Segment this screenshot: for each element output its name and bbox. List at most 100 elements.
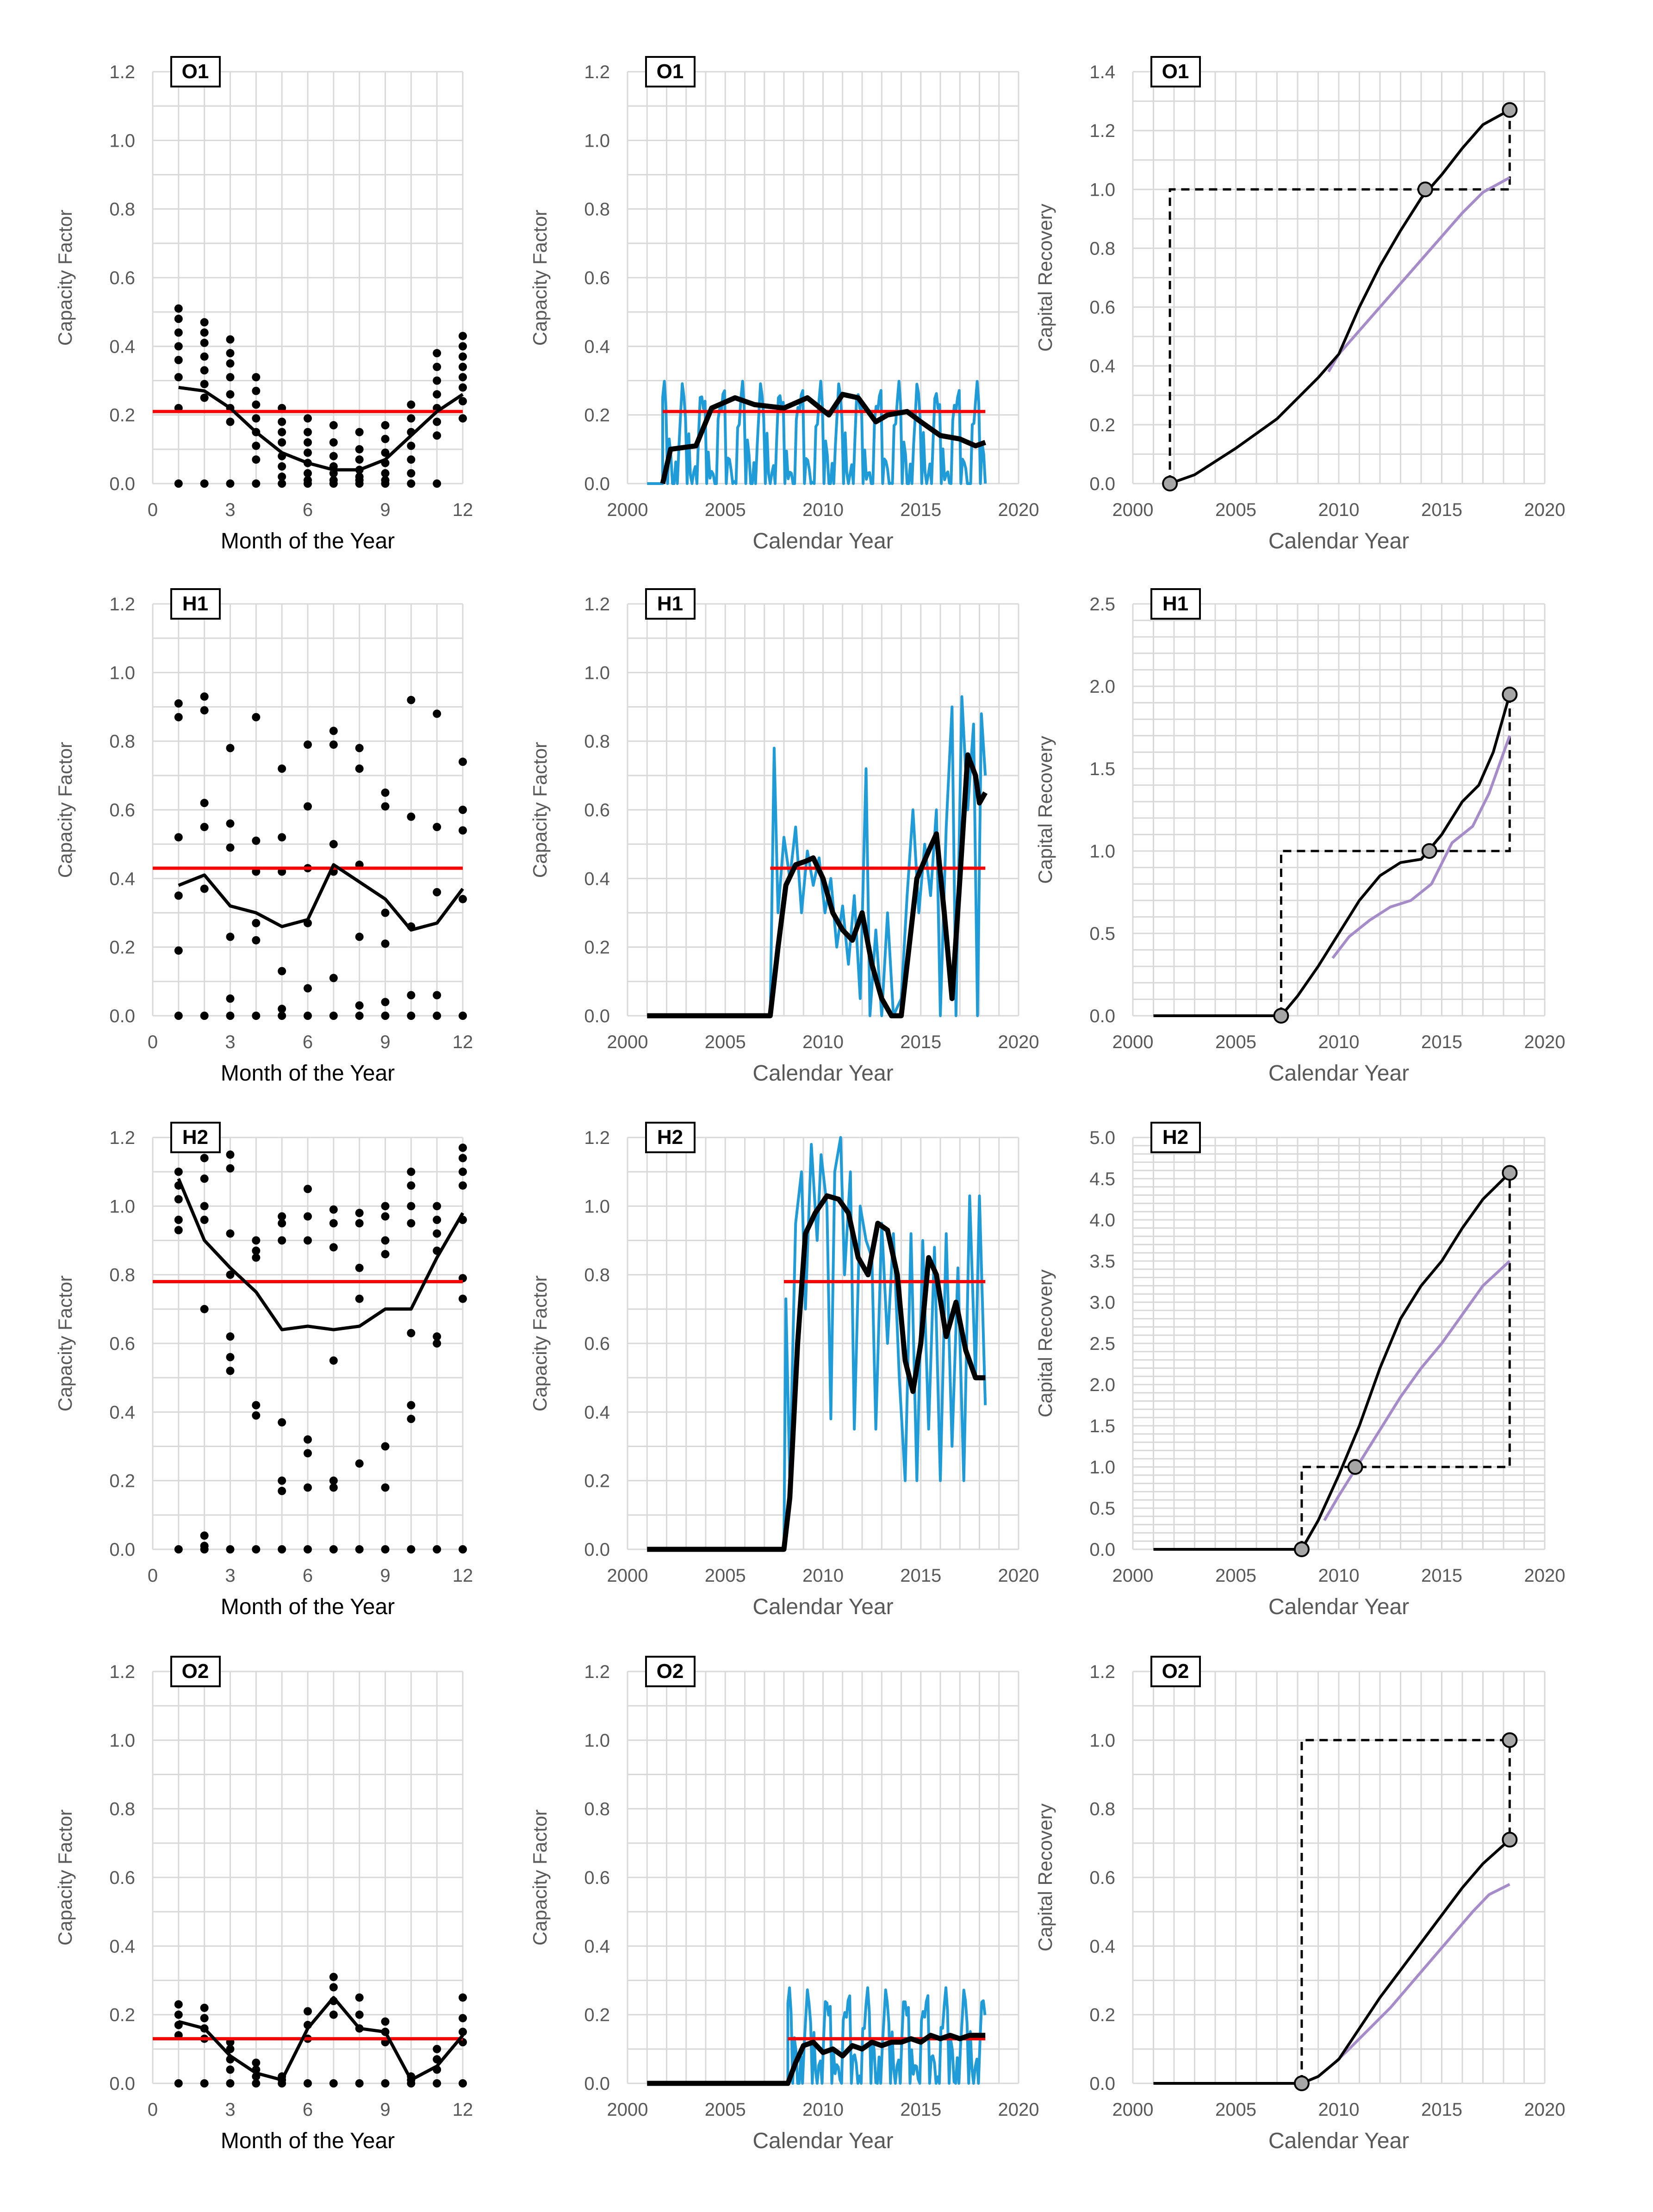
- scatter-point: [329, 740, 338, 749]
- monthly-mean-line: [177, 1178, 465, 1331]
- scatter-point: [304, 1449, 312, 1458]
- scatter-point: [433, 349, 441, 358]
- x-tick-label: 2000: [607, 1032, 648, 1052]
- scatter-point: [329, 2079, 338, 2088]
- scatter-point: [329, 1973, 338, 1982]
- title-frame: [170, 56, 221, 87]
- scatter-point: [174, 946, 183, 955]
- title-frame: [645, 56, 696, 87]
- gridlines: [1132, 1671, 1546, 2084]
- y-tick-label: 1.2: [584, 594, 610, 615]
- x-tick-label: 2010: [1318, 1566, 1360, 1586]
- payback-dashed-line: [1168, 110, 1511, 484]
- scatter-point: [433, 1229, 441, 1238]
- scatter-point: [278, 2079, 286, 2088]
- x-tick-label: 2010: [802, 500, 844, 520]
- scatter-point: [407, 812, 416, 821]
- rolling-average-line: [660, 391, 987, 485]
- scatter-point: [433, 390, 441, 399]
- scatter-point: [433, 1339, 441, 1348]
- y-tick-label: 0.2: [1089, 2005, 1115, 2026]
- scatter-point: [355, 2079, 364, 2088]
- scatter-point: [226, 349, 235, 358]
- y-tick-label: 0.0: [1089, 2074, 1115, 2094]
- scatter-point: [433, 1202, 441, 1211]
- scatter-point: [433, 376, 441, 385]
- scatter-point: [252, 2058, 261, 2067]
- y-axis-label: Capacity Factor: [54, 1275, 76, 1411]
- title-frame: [170, 588, 221, 620]
- x-tick-label: 2020: [1524, 1032, 1566, 1052]
- scatter-point: [200, 823, 209, 832]
- scatter-point: [252, 1401, 261, 1410]
- y-tick-label: 1.2: [109, 62, 135, 82]
- scatter-point: [407, 696, 416, 704]
- scatter-point: [200, 2079, 209, 2088]
- y-tick-label: 0.0: [584, 1540, 610, 1560]
- y-tick-label: 0.6: [584, 1334, 610, 1354]
- scatter-point: [174, 373, 183, 382]
- y-tick-label: 0.8: [584, 732, 610, 752]
- y-tick-label: 2.5: [1089, 1334, 1115, 1354]
- scatter-point: [459, 1143, 467, 1152]
- scatter-point: [304, 984, 312, 993]
- scatter-point: [433, 1216, 441, 1224]
- scatter-point: [459, 2027, 467, 2036]
- scatter-point: [226, 994, 235, 1003]
- y-tick-label: 0.2: [1089, 415, 1115, 435]
- scatter-point: [200, 1012, 209, 1020]
- scatter-point: [278, 1219, 286, 1228]
- scatter-point: [304, 1212, 312, 1221]
- scatter-point: [278, 1005, 286, 1013]
- y-axis-label: Capital Recovery: [1034, 204, 1056, 352]
- panel-title-box: O1: [645, 56, 696, 87]
- scatter-point: [329, 479, 338, 488]
- scatter-point: [355, 1012, 364, 1020]
- scatter-point: [355, 455, 364, 464]
- scatter-point: [329, 1012, 338, 1020]
- rolling-average-line: [647, 2032, 986, 2086]
- scatter-point: [459, 1168, 467, 1176]
- scatter-point: [252, 441, 261, 450]
- scatter-point: [174, 304, 183, 313]
- x-tick-label: 0: [148, 1032, 158, 1052]
- recovery-marker: [1502, 102, 1518, 118]
- y-tick-label: 1.0: [109, 1730, 135, 1751]
- scatter-point: [200, 799, 209, 808]
- y-tick-label: 2.0: [1089, 677, 1115, 697]
- y-tick-label: 0.2: [584, 1471, 610, 1491]
- y-tick-label: 0.2: [584, 405, 610, 426]
- x-tick-label: 2015: [900, 500, 941, 520]
- x-tick-label: 2000: [607, 2100, 648, 2120]
- x-tick-label: 2005: [1215, 2100, 1256, 2120]
- recovery-marker: [1502, 686, 1518, 702]
- scatter-point: [200, 1174, 209, 1183]
- y-tick-label: 0.8: [584, 1799, 610, 1820]
- x-tick-label: 3: [225, 1566, 235, 1586]
- scatter-point: [174, 315, 183, 323]
- scatter-point: [381, 788, 390, 797]
- scatter-point: [252, 713, 261, 721]
- y-tick-label: 0.6: [109, 268, 135, 288]
- scatter-point: [355, 744, 364, 752]
- scatter-point: [355, 1263, 364, 1272]
- x-tick-label: 2020: [1524, 500, 1566, 520]
- x-tick-label: 2015: [1421, 2100, 1462, 2120]
- scatter-point: [304, 414, 312, 423]
- panel-h1-timeseries: 0.0 0.2 0.4 0.6 0.8 1.0 1.2 2000 2005 2010 2015 202…: [529, 588, 1039, 1086]
- scatter-point: [226, 1353, 235, 1361]
- scatter-point: [381, 469, 390, 478]
- panel-o1-monthly: 0.0 0.2 0.4 0.6 0.8 1.0 1.2 0 3 6 9 12 Month of the …: [54, 56, 473, 553]
- payback-dashed-line: [1300, 1739, 1511, 2083]
- discounted-recovery-line: [1327, 176, 1510, 373]
- panel-title: H2: [182, 1126, 208, 1149]
- y-tick-label: 0.0: [1089, 474, 1115, 494]
- y-tick-label: 0.4: [584, 336, 610, 357]
- scatter-point: [355, 1545, 364, 1553]
- scatter-point: [252, 479, 261, 488]
- gridlines: [1132, 1137, 1546, 1550]
- scatter-point: [329, 727, 338, 735]
- scatter-point: [174, 891, 183, 900]
- monthly-capacity-series: [647, 379, 987, 485]
- scatter-point: [200, 706, 209, 715]
